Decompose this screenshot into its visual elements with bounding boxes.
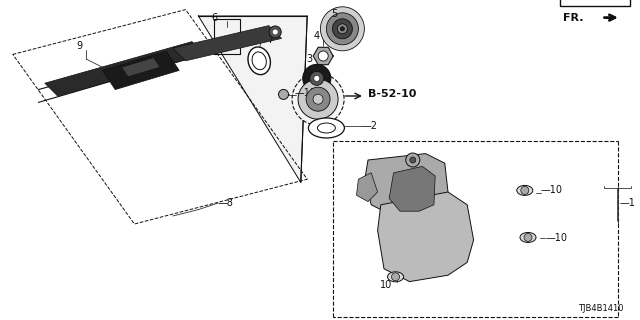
Circle shape: [337, 24, 348, 34]
Circle shape: [272, 29, 278, 35]
Circle shape: [410, 157, 416, 163]
Ellipse shape: [520, 232, 536, 243]
Circle shape: [310, 71, 324, 85]
Text: —10: —10: [545, 233, 567, 244]
Circle shape: [306, 87, 330, 111]
Text: —8: —8: [218, 198, 234, 208]
Circle shape: [292, 73, 344, 125]
Text: 6: 6: [211, 12, 218, 23]
Polygon shape: [173, 26, 282, 61]
Circle shape: [314, 76, 320, 81]
Circle shape: [524, 234, 532, 242]
Circle shape: [521, 186, 529, 194]
Circle shape: [332, 19, 353, 39]
Circle shape: [392, 273, 399, 281]
Text: B-52-10: B-52-10: [368, 89, 417, 100]
Circle shape: [326, 13, 358, 45]
Ellipse shape: [317, 123, 335, 133]
Text: 9: 9: [77, 41, 83, 52]
Polygon shape: [102, 51, 179, 90]
Circle shape: [278, 89, 289, 100]
Text: 5: 5: [332, 9, 338, 19]
Text: —1: —1: [620, 198, 636, 208]
Text: —10: —10: [541, 185, 563, 196]
Polygon shape: [378, 192, 474, 282]
Polygon shape: [198, 16, 307, 182]
Circle shape: [318, 51, 328, 61]
Polygon shape: [45, 42, 205, 96]
Text: TJB4B1410: TJB4B1410: [579, 304, 624, 313]
Text: 7: 7: [268, 35, 274, 45]
Ellipse shape: [248, 47, 271, 75]
Text: 10: 10: [380, 280, 393, 291]
Circle shape: [406, 153, 420, 167]
FancyBboxPatch shape: [560, 0, 630, 6]
Circle shape: [313, 94, 323, 104]
Ellipse shape: [516, 185, 532, 196]
Polygon shape: [365, 154, 448, 218]
Ellipse shape: [252, 52, 266, 70]
Text: 3: 3: [306, 53, 312, 64]
Text: 4: 4: [314, 31, 320, 41]
Circle shape: [321, 7, 364, 51]
Polygon shape: [122, 58, 160, 77]
Circle shape: [303, 64, 331, 92]
Polygon shape: [313, 47, 333, 65]
Circle shape: [269, 26, 281, 38]
Ellipse shape: [387, 272, 403, 282]
Text: —2: —2: [362, 121, 378, 131]
Text: FR.: FR.: [563, 12, 584, 23]
Polygon shape: [356, 173, 378, 202]
Text: —11: —11: [294, 88, 316, 98]
Circle shape: [298, 79, 338, 119]
Circle shape: [340, 27, 344, 31]
Ellipse shape: [308, 118, 344, 138]
Polygon shape: [389, 166, 435, 211]
